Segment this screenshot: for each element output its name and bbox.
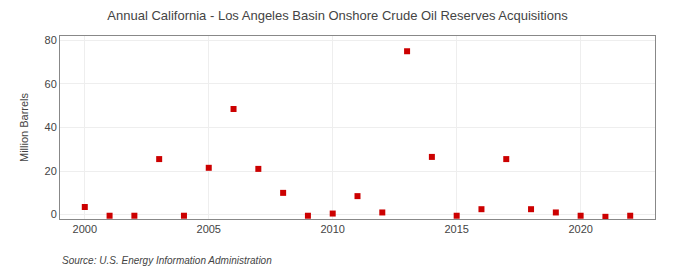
- svg-text:2015: 2015: [444, 223, 468, 235]
- svg-text:2020: 2020: [568, 223, 592, 235]
- svg-text:20: 20: [45, 165, 57, 177]
- svg-text:2000: 2000: [73, 223, 97, 235]
- svg-text:60: 60: [45, 78, 57, 90]
- svg-text:2010: 2010: [320, 223, 344, 235]
- svg-text:0: 0: [51, 208, 57, 220]
- svg-text:Source: U.S. Energy Informatio: Source: U.S. Energy Information Administ…: [62, 255, 272, 266]
- svg-text:40: 40: [45, 121, 57, 133]
- svg-text:Million Barrels: Million Barrels: [18, 92, 30, 162]
- svg-text:Annual California - Los Angele: Annual California - Los Angeles Basin On…: [107, 8, 568, 23]
- svg-text:2005: 2005: [197, 223, 221, 235]
- svg-text:80: 80: [45, 34, 57, 46]
